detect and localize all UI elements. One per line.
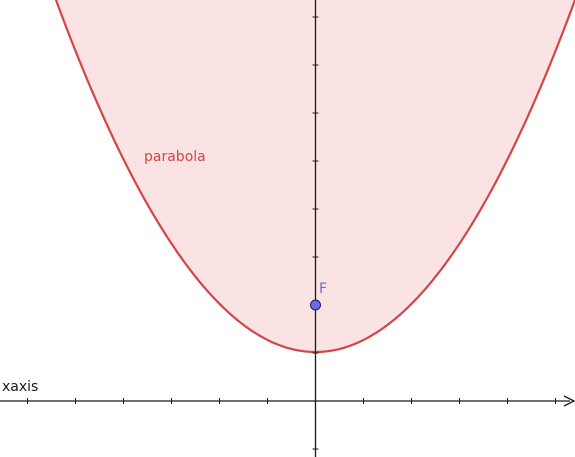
parabola-label[interactable]: parabola (144, 149, 206, 165)
x-axis-label[interactable]: xaxis (2, 379, 38, 395)
x-axis[interactable] (0, 396, 574, 406)
parabola-region[interactable] (40, 0, 575, 352)
focus-point-label[interactable]: F (319, 281, 327, 297)
focus-point[interactable] (311, 300, 321, 310)
